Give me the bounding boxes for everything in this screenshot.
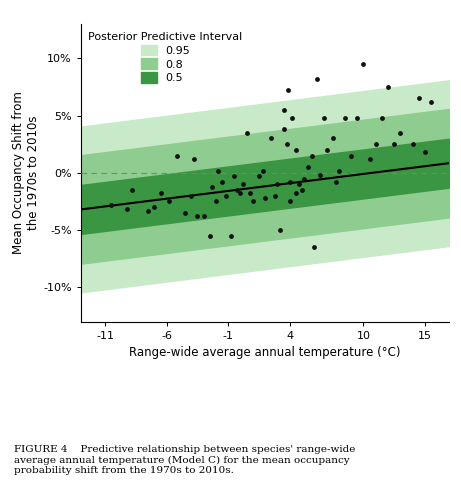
Point	[354, 114, 361, 122]
Point	[212, 198, 219, 205]
Point	[308, 152, 315, 159]
Point	[286, 198, 293, 205]
Point	[219, 178, 226, 186]
Point	[427, 98, 435, 106]
Point	[190, 155, 197, 163]
Point	[230, 172, 238, 180]
Y-axis label: Mean Occupancy Shift from
the 1970s to 2010s: Mean Occupancy Shift from the 1970s to 2…	[12, 91, 40, 254]
Point	[206, 232, 213, 240]
Point	[200, 213, 207, 220]
Point	[286, 178, 293, 186]
Point	[341, 114, 349, 122]
Point	[173, 152, 180, 159]
Point	[276, 226, 284, 234]
Point	[151, 204, 158, 211]
Point	[165, 198, 173, 205]
Point	[271, 192, 278, 200]
Point	[247, 190, 254, 197]
Point	[145, 207, 152, 215]
Point	[239, 180, 247, 188]
Point	[284, 140, 291, 148]
Point	[409, 140, 416, 148]
Point	[243, 129, 250, 137]
Point	[384, 83, 392, 91]
Point	[280, 125, 287, 133]
Point	[292, 190, 300, 197]
Point	[188, 192, 195, 200]
Point	[329, 134, 337, 142]
Point	[261, 194, 269, 202]
Point	[157, 190, 164, 197]
Point	[194, 213, 201, 220]
Point	[280, 106, 287, 114]
Point	[274, 180, 281, 188]
Point	[129, 186, 136, 194]
Point	[396, 129, 404, 137]
Point	[124, 205, 131, 213]
Point	[222, 192, 230, 200]
Point	[296, 180, 303, 188]
Point	[366, 155, 373, 163]
Point	[259, 167, 266, 174]
Point	[311, 243, 318, 251]
Point	[237, 190, 244, 197]
Point	[320, 114, 328, 122]
Point	[108, 201, 115, 209]
Point	[323, 146, 330, 154]
Text: FIGURE 4    Predictive relationship between species' range-wide
average annual t: FIGURE 4 Predictive relationship between…	[14, 445, 355, 475]
Point	[348, 152, 355, 159]
Point	[208, 183, 216, 191]
Point	[313, 75, 320, 83]
Point	[372, 140, 379, 148]
Point	[360, 60, 367, 68]
Point	[415, 95, 422, 102]
Point	[255, 172, 263, 180]
Point	[335, 167, 343, 174]
Point	[227, 232, 234, 240]
Point	[292, 146, 300, 154]
Point	[233, 186, 241, 194]
Point	[301, 175, 308, 182]
Point	[267, 134, 275, 142]
Point	[304, 163, 312, 171]
Point	[298, 186, 306, 194]
X-axis label: Range-wide average annual temperature (°C): Range-wide average annual temperature (°…	[130, 346, 401, 359]
Point	[317, 171, 324, 179]
Point	[421, 148, 429, 156]
Point	[285, 86, 292, 94]
Point	[289, 114, 296, 122]
Point	[333, 178, 340, 186]
Point	[215, 167, 222, 174]
Point	[182, 209, 189, 216]
Point	[390, 140, 398, 148]
Legend: 0.95, 0.8, 0.5: 0.95, 0.8, 0.5	[86, 30, 245, 85]
Point	[249, 198, 256, 205]
Point	[378, 114, 385, 122]
